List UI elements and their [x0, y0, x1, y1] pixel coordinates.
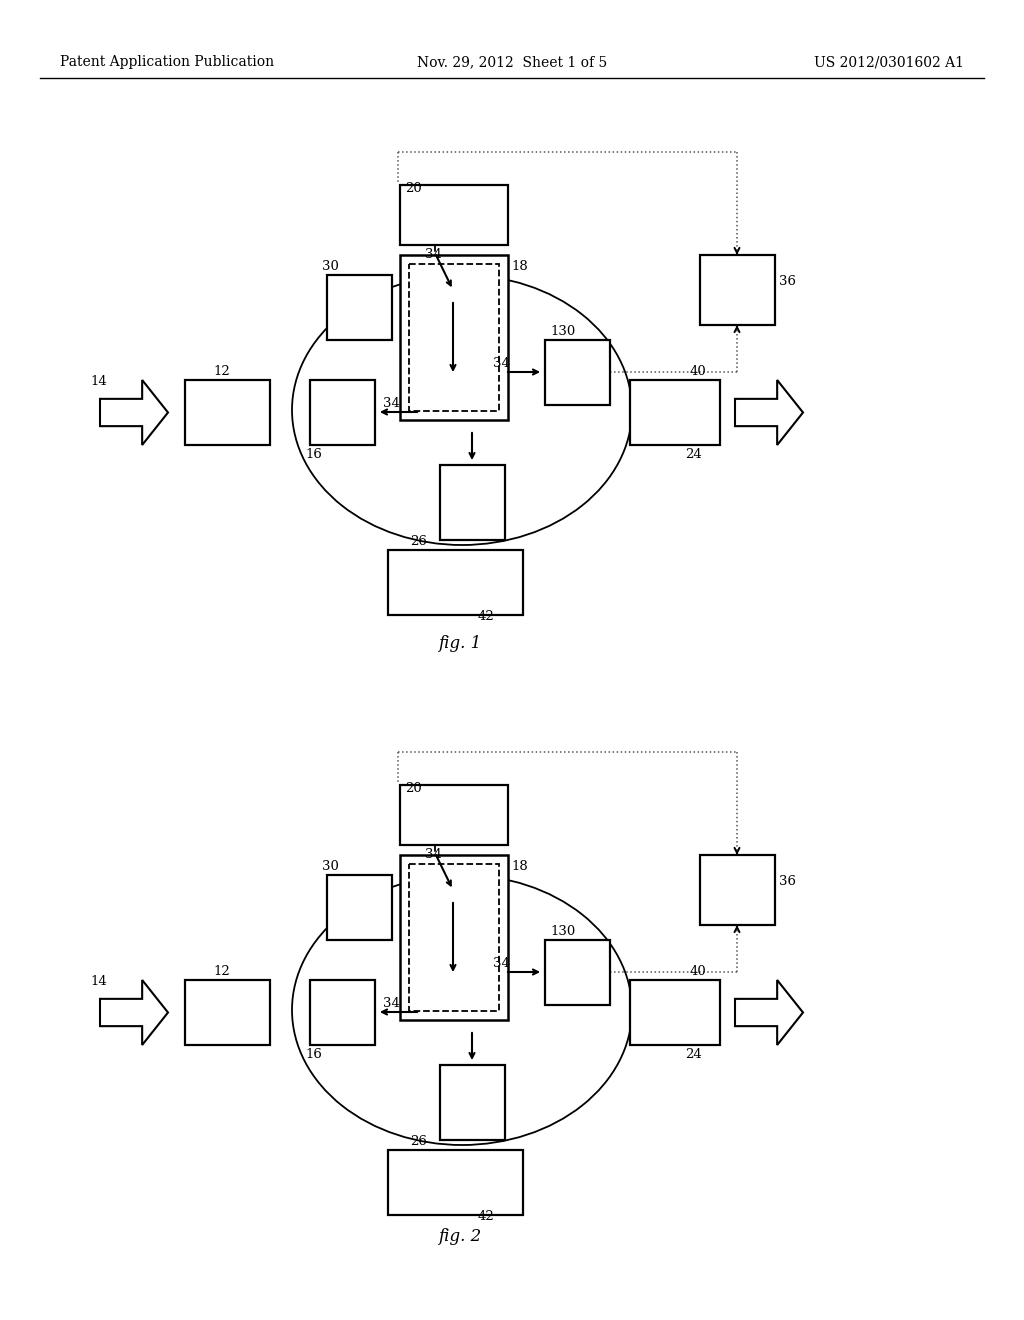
- Text: 34: 34: [493, 356, 510, 370]
- Text: 26: 26: [410, 1135, 427, 1148]
- Bar: [327, 875, 392, 940]
- Bar: [400, 785, 508, 845]
- Bar: [310, 380, 375, 445]
- Text: 40: 40: [690, 366, 707, 378]
- Text: 30: 30: [322, 260, 339, 273]
- Text: 42: 42: [478, 1210, 495, 1224]
- Text: US 2012/0301602 A1: US 2012/0301602 A1: [814, 55, 964, 69]
- Text: fig. 1: fig. 1: [438, 635, 481, 652]
- Text: 130: 130: [550, 325, 575, 338]
- Bar: [400, 255, 508, 420]
- Text: 130: 130: [550, 925, 575, 939]
- Bar: [185, 979, 270, 1045]
- Bar: [440, 465, 505, 540]
- Text: 12: 12: [213, 366, 229, 378]
- Text: 34: 34: [493, 957, 510, 970]
- Text: 40: 40: [690, 965, 707, 978]
- Bar: [409, 865, 499, 1011]
- Text: 34: 34: [383, 997, 400, 1010]
- Bar: [545, 341, 610, 405]
- Polygon shape: [100, 380, 168, 445]
- Text: 16: 16: [305, 1048, 322, 1061]
- Text: 30: 30: [322, 861, 339, 873]
- Text: 16: 16: [305, 447, 322, 461]
- Text: 12: 12: [213, 965, 229, 978]
- Text: 26: 26: [410, 535, 427, 548]
- Bar: [440, 1065, 505, 1140]
- Text: 18: 18: [511, 260, 527, 273]
- Bar: [327, 275, 392, 341]
- Bar: [630, 380, 720, 445]
- Text: 34: 34: [383, 397, 400, 411]
- Bar: [700, 855, 775, 925]
- Text: Nov. 29, 2012  Sheet 1 of 5: Nov. 29, 2012 Sheet 1 of 5: [417, 55, 607, 69]
- Bar: [545, 940, 610, 1005]
- Text: 34: 34: [425, 248, 442, 261]
- Bar: [400, 855, 508, 1020]
- Text: 20: 20: [406, 781, 422, 795]
- Text: 14: 14: [90, 975, 106, 987]
- Polygon shape: [100, 979, 168, 1045]
- Polygon shape: [735, 979, 803, 1045]
- Polygon shape: [735, 380, 803, 445]
- Text: 14: 14: [90, 375, 106, 388]
- Text: Patent Application Publication: Patent Application Publication: [60, 55, 274, 69]
- Text: 42: 42: [478, 610, 495, 623]
- Bar: [388, 550, 523, 615]
- Bar: [409, 264, 499, 411]
- Bar: [310, 979, 375, 1045]
- Bar: [630, 979, 720, 1045]
- Bar: [185, 380, 270, 445]
- Text: 20: 20: [406, 182, 422, 195]
- Bar: [400, 185, 508, 246]
- Text: 36: 36: [779, 875, 796, 888]
- Text: fig. 2: fig. 2: [438, 1228, 481, 1245]
- Text: 18: 18: [511, 861, 527, 873]
- Bar: [388, 1150, 523, 1214]
- Text: 24: 24: [685, 1048, 701, 1061]
- Text: 36: 36: [779, 275, 796, 288]
- Bar: [700, 255, 775, 325]
- Text: 34: 34: [425, 847, 442, 861]
- Text: 24: 24: [685, 447, 701, 461]
